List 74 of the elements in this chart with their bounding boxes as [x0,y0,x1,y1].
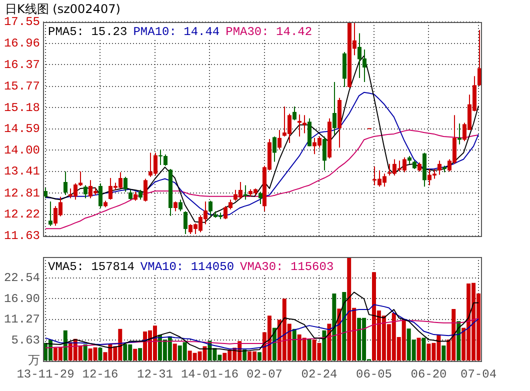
candlestick [438,160,442,176]
candlestick [332,81,336,136]
y-tick-label: 17.55 [4,15,40,30]
candlestick [272,136,276,162]
text: VMA10: 114050 [140,260,234,274]
y-tick-label: 11.27 [4,312,40,327]
chart-title: 日K线图 (sz002407) [5,2,120,16]
bar [172,344,177,360]
x-tick-label: 12-16 [82,367,118,382]
y-tick-label: 12.22 [4,208,40,222]
bar [292,328,296,360]
candlestick [178,199,182,212]
y-tick-label: 15.77 [4,79,40,94]
candlestick [64,171,68,196]
text: VMA30: 115603 [240,260,334,274]
bar [258,352,262,360]
candlestick [258,191,262,205]
bar [342,292,346,360]
candlestick [144,178,148,202]
candlestick [322,136,326,171]
candlestick [134,191,138,202]
text: VMA5: 157814 [48,260,134,274]
bar [63,330,68,360]
candlestick [184,210,188,234]
y-tick-label: 22.54 [4,271,40,286]
candlestick [278,129,282,150]
y-tick-label: 16.96 [4,36,40,50]
bar [337,308,342,360]
y-tick-label: 13.41 [4,164,40,179]
candlestick [208,200,212,216]
x-tick-label: 02-07 [246,367,282,382]
y-tick-label: 14.59 [4,122,40,136]
candlestick [124,176,128,192]
bar [422,338,426,360]
candlestick [138,189,142,200]
y-tick-label: 5.63 [11,333,40,348]
candlestick [84,184,88,199]
text: PMA5: 15.23 [48,25,128,40]
bar [83,344,88,360]
x-tick-label: 02-24 [301,367,338,382]
x-tick-label: 07-04 [460,367,497,382]
y-tick-label: 15.18 [4,100,40,115]
bar [98,348,102,360]
bar [133,348,138,360]
bar [416,338,421,360]
y-tick-label: 16.90 [4,292,40,306]
bar [456,321,461,360]
x-tick-label: 14-01-16 [180,367,239,382]
candlestick [128,189,132,200]
candlestick [98,182,102,208]
bar [442,346,446,360]
candlestick [292,106,296,121]
x-tick-label: 12-31 [136,367,173,382]
candlestick [302,114,306,134]
y-tick-label: 11.63 [4,228,40,243]
candlestick [48,200,52,227]
x-tick-label: 06-20 [410,367,447,382]
candlestick [298,114,302,137]
x-tick-label: 13-11-29 [16,367,74,382]
bar [322,330,326,360]
candlestick [418,162,422,172]
text: PMA10: 14.44 [133,25,220,40]
candlestick [174,200,178,212]
bar [332,294,336,360]
text: PMA30: 14.42 [226,25,312,40]
y-tick-label: 14.00 [4,143,40,158]
bar [242,350,247,360]
bar [307,338,312,360]
bar [138,348,142,360]
x-tick-label: 06-05 [356,367,392,382]
y-tick-label: 12.81 [4,186,40,200]
y-tick-label: 万 [28,354,40,368]
y-tick-label: 16.37 [4,58,40,72]
bar [327,324,332,360]
